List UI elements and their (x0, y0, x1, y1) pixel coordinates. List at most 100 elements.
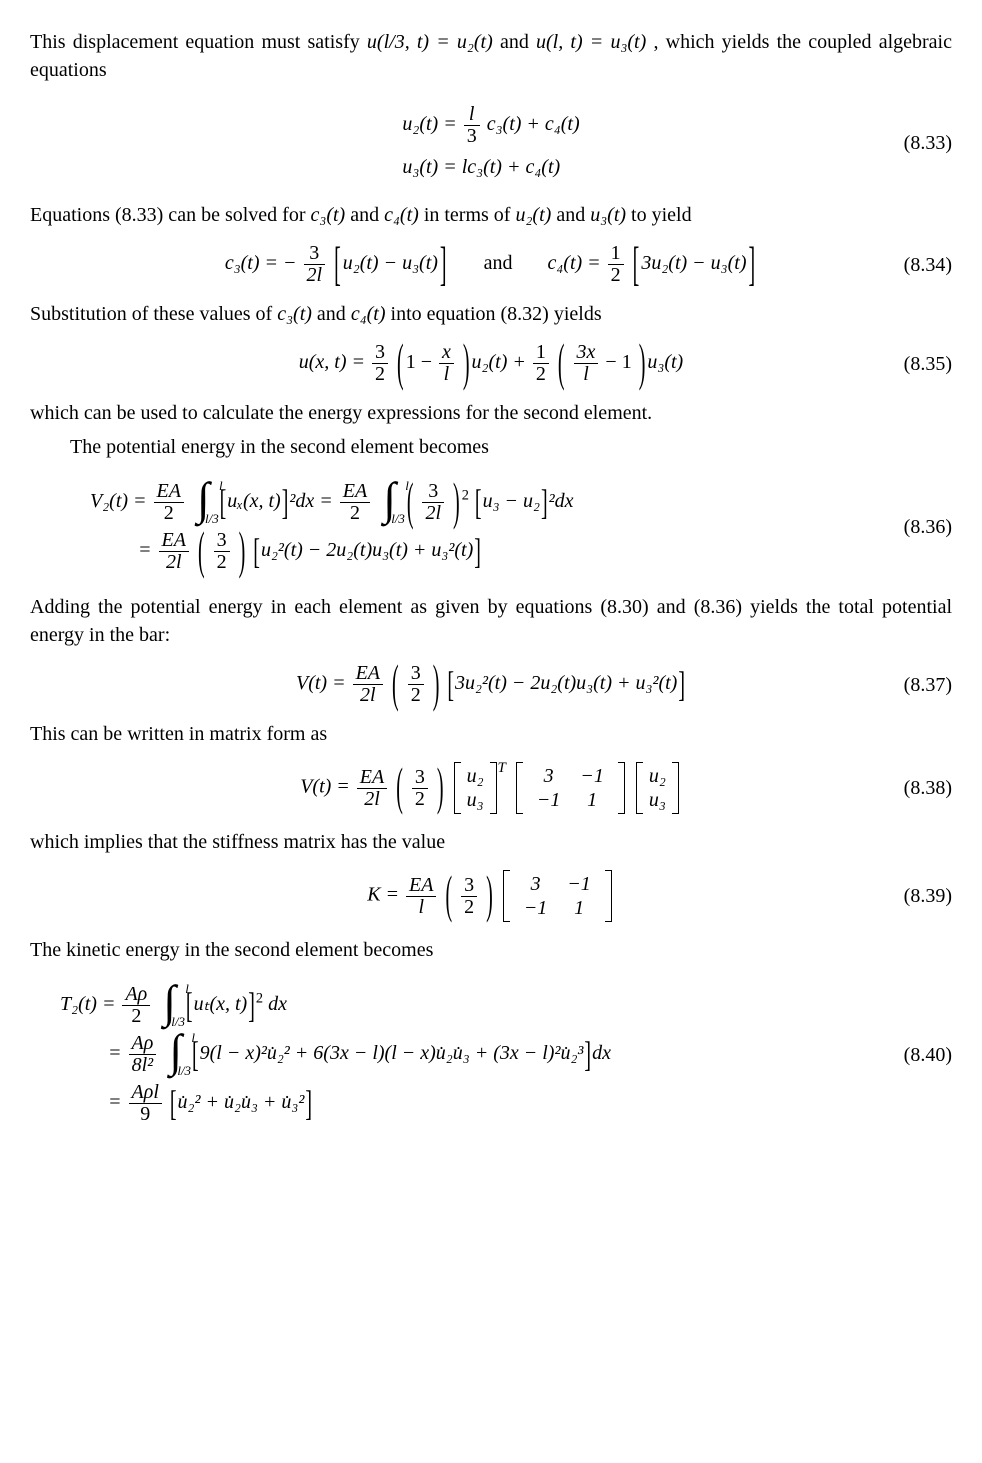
eqnum-8-39: (8.39) (904, 882, 952, 910)
e33-line2: u₃(t) = lc₃(t) + c₄(t) (402, 153, 579, 181)
frac-3-2-b: 3 2 (372, 342, 388, 385)
frac-Arho-8l2: Aρ 8l² (129, 1033, 157, 1076)
e35-mid2: u₂(t) + (472, 351, 531, 373)
frac-num: EA (157, 480, 181, 502)
vec-u2: u₂ (465, 764, 486, 788)
frac-num: Aρ (125, 983, 147, 1005)
frac-num: 3 (214, 530, 230, 551)
eqnum-8-33: (8.33) (904, 129, 952, 157)
frac-den: 2l (364, 788, 380, 810)
vec-u2: u₂ (647, 764, 668, 788)
frac-3-2-f: 3 2 (461, 875, 477, 918)
frac-num: EA (356, 662, 380, 684)
e36-sqdx2: ²dx (549, 490, 574, 512)
equation-8-34: c₃(t) = − 3 2l [u₂(t) − u₃(t)] and c₄(t)… (30, 243, 952, 286)
frac-3x-over-l: 3x l (574, 342, 599, 385)
vec-u3: u₃ (647, 788, 668, 812)
inline-cond2: u(l, t) = u₃(t) (536, 31, 646, 53)
e36-sqdx: ²dx = (289, 490, 337, 512)
p2a: Equations (8.33) can be solved for (30, 204, 310, 226)
e40-line2-body: 9(l − x)²u̇₂² + 6(3x − l)(l − x)u̇₂u̇₃ +… (200, 1042, 584, 1064)
para-4: which can be used to calculate the energ… (30, 399, 952, 427)
frac-num: l (469, 103, 475, 125)
frac-Arho-2: Aρ 2 (122, 984, 150, 1027)
k01: −1 (570, 764, 614, 788)
e40-line3-body: u̇₂² + u̇₂u̇₃ + u̇₃² (178, 1091, 305, 1113)
e36-line2-head: = (138, 539, 157, 561)
frac-den: 2 (340, 502, 370, 524)
frac-x-over-l: x l (439, 342, 454, 385)
eqnum-8-38: (8.38) (904, 774, 952, 802)
e35-lhs: u(x, t) = (299, 351, 370, 373)
equation-8-38: V(t) = EA 2l ( 3 2 ) u₂u₃ T 3−1 −11 u₂u₃… (30, 762, 952, 814)
para-1: This displacement equation must satisfy … (30, 28, 952, 84)
frac-den: 2 (533, 363, 549, 385)
para-2: Equations (8.33) can be solved for c₃(t)… (30, 201, 952, 229)
frac-EA-2: EA 2 (154, 481, 184, 524)
int-lower: l/3 (205, 510, 219, 528)
vec-u3: u₃ (465, 788, 486, 812)
matrix-K-b: 3−1 −11 (503, 870, 612, 922)
e37-body: 3u₂²(t) − 2u₂(t)u₃(t) + u₃²(t) (455, 672, 677, 694)
frac-den: l (418, 896, 424, 918)
frac-num: 1 (533, 342, 549, 363)
e36-u3mu2: u₃ − u₂ (483, 490, 540, 512)
frac-den: l (444, 363, 450, 385)
integral-3: ∫ l l/3 (163, 986, 176, 1025)
frac-den: 2 (412, 788, 428, 810)
frac-3-2-e: 3 2 (412, 767, 428, 810)
frac-den: 2 (154, 502, 184, 524)
k11: 1 (570, 788, 614, 812)
frac-num: EA (162, 529, 186, 551)
para-7: This can be written in matrix form as (30, 720, 952, 748)
sup2-a: 2 (462, 487, 469, 503)
para-6: Adding the potential energy in each elem… (30, 593, 952, 649)
frac-num: EA (360, 766, 384, 788)
frac-num: 3 (461, 875, 477, 896)
e34-c4-br: 3u₂(t) − u₃(t) (641, 252, 746, 274)
e35-mid3: − 1 (605, 351, 631, 373)
frac-den: 2 (408, 684, 424, 706)
frac-den: 2 (372, 363, 388, 385)
e36-lhs: V₂(t) = (90, 490, 152, 512)
frac-3-2-d: 3 2 (408, 663, 424, 706)
eqnum-8-40: (8.40) (904, 1041, 952, 1069)
e36-int1-body: uₓ(x, t) (227, 490, 280, 512)
equation-8-36: V₂(t) = EA 2 ∫ l l/3 [uₓ(x, t)]²dx = EA … (30, 475, 952, 579)
frac-num: EA (409, 874, 433, 896)
inline-c4t-2: c₄(t) (351, 303, 386, 325)
e36-line2-body: u₂²(t) − 2u₂(t)u₃(t) + u₃²(t) (261, 539, 473, 561)
transpose-T: T (498, 758, 506, 779)
frac-den: 3 (467, 125, 477, 147)
integral-2: ∫ l l/3 (383, 483, 396, 522)
frac-num: x (442, 341, 451, 363)
p3c: into equation (8.32) yields (391, 303, 602, 325)
inline-u2t: u₂(t) (515, 204, 551, 226)
inline-u3t: u₃(t) (590, 204, 626, 226)
k10: −1 (527, 788, 571, 812)
para-8: which implies that the stiffness matrix … (30, 828, 952, 856)
equation-8-33: u₂(t) = l 3 c₃(t) + c₄(t) u₃(t) = lc₃(t)… (30, 98, 952, 187)
e35-tail: u₃(t) (647, 351, 683, 373)
frac-1-2-b: 1 2 (533, 342, 549, 385)
p2e: to yield (631, 204, 692, 226)
frac-EA-2l-c: EA 2l (357, 767, 387, 810)
frac-den: 2 (608, 264, 624, 286)
frac-3-2-c: 3 2 (214, 530, 230, 573)
frac-num: 3 (304, 243, 326, 264)
frac-1-2-a: 1 2 (608, 243, 624, 286)
inline-c4t: c₄(t) (384, 204, 419, 226)
p1b: and (500, 31, 536, 53)
p1a: This displacement equation must satisfy (30, 31, 367, 53)
frac-num: 3 (408, 663, 424, 684)
frac-EA-2l-b: EA 2l (353, 663, 383, 706)
e33-rhs1: c₃(t) + c₄(t) (487, 113, 580, 135)
eqnum-8-37: (8.37) (904, 671, 952, 699)
para-3: Substitution of these values of c₃(t) an… (30, 300, 952, 328)
para-9: The kinetic energy in the second element… (30, 936, 952, 964)
frac-den: 2 (214, 551, 230, 573)
eqnum-8-35: (8.35) (904, 350, 952, 378)
e34-c4-lhs: c₄(t) = (547, 252, 605, 274)
frac-num: EA (343, 480, 367, 502)
inline-c3t-2: c₃(t) (277, 303, 312, 325)
